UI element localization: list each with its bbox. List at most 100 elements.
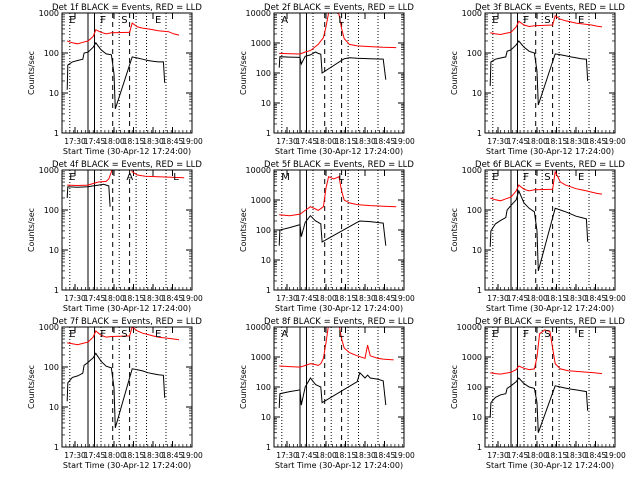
series-line-black	[66, 352, 166, 429]
x-tick-label: 17:45	[507, 137, 529, 146]
x-tick-label: 18:30	[354, 294, 376, 303]
x-tick-label: 18:00	[526, 451, 548, 460]
y-tick-label: 10	[261, 99, 271, 108]
region-letter: F	[100, 15, 106, 26]
x-tick-label: 18:15	[335, 294, 357, 303]
y-tick-label: 10	[472, 246, 482, 255]
y-tick-label: 1	[266, 286, 271, 295]
x-tick-label: 19:00	[604, 137, 626, 146]
x-tick-label: 17:30	[487, 451, 509, 460]
y-tick-label: 10000	[246, 9, 271, 18]
y-axis-label: Counts/sec	[450, 51, 459, 95]
region-letter: S	[544, 15, 550, 26]
y-tick-label: 1000	[39, 323, 59, 332]
y-tick-label: 1000	[39, 9, 59, 18]
y-tick-label: 1	[477, 443, 482, 452]
x-tick-label: 18:30	[565, 451, 587, 460]
x-axis-label: Start Time (30-Apr-12 17:24:00)	[63, 147, 191, 156]
y-tick-label: 100	[44, 363, 59, 372]
x-tick-label: 17:45	[296, 137, 318, 146]
y-tick-label: 1	[477, 286, 482, 295]
y-axis-label: Counts/sec	[450, 208, 459, 252]
x-tick-label: 17:30	[276, 137, 298, 146]
x-tick-label: 18:30	[142, 451, 164, 460]
x-tick-label: 18:00	[526, 294, 548, 303]
x-tick-label: 18:45	[585, 451, 607, 460]
y-tick-label: 1	[266, 443, 271, 452]
region-letter: E	[69, 329, 75, 340]
series-line-red	[67, 327, 180, 346]
x-tick-label: 18:00	[315, 294, 337, 303]
region-letter: M	[281, 172, 290, 183]
plot-frame	[273, 169, 405, 291]
plot-frame	[61, 169, 193, 291]
x-axis-label: Start Time (30-Apr-12 17:24:00)	[275, 304, 403, 313]
x-tick-label: 19:00	[181, 451, 203, 460]
x-axis-label: Start Time (30-Apr-12 17:24:00)	[486, 304, 614, 313]
region-letter: A	[281, 329, 288, 340]
plot-frame	[484, 12, 616, 134]
y-axis-label: Counts/sec	[239, 365, 248, 409]
x-axis-label: Start Time (30-Apr-12 17:24:00)	[275, 147, 403, 156]
region-letter: F	[523, 15, 529, 26]
chart-panel-5: 1 10 100 1000 10000 17:3017:4518:0018:1518:30…	[239, 160, 415, 313]
x-tick-label: 17:45	[84, 137, 106, 146]
series-line-black	[489, 377, 589, 433]
y-axis-label: Counts/sec	[27, 51, 36, 95]
chart-panel-6: 1 10 100 1000 17:3017:4518:0018:1518:3018:45…	[450, 160, 626, 313]
chart-title: Det 4f BLACK = Events, RED = LLD	[52, 160, 202, 170]
x-tick-label: 17:45	[507, 451, 529, 460]
x-tick-label: 17:30	[64, 294, 86, 303]
x-tick-label: 18:00	[315, 137, 337, 146]
series-line-red	[279, 327, 394, 368]
y-tick-label: 10	[472, 413, 482, 422]
x-tick-label: 19:00	[604, 294, 626, 303]
region-letter: E	[69, 15, 75, 26]
x-tick-label: 19:00	[604, 451, 626, 460]
y-tick-label: 100	[256, 226, 271, 235]
region-letter: A	[126, 172, 133, 183]
y-tick-label: 10000	[246, 323, 271, 332]
y-tick-label: 100	[467, 49, 482, 58]
x-tick-label: 17:45	[84, 294, 106, 303]
x-tick-label: 19:00	[181, 137, 203, 146]
series-line-red	[490, 329, 603, 375]
y-tick-label: 1000	[251, 39, 271, 48]
x-tick-label: 18:30	[354, 451, 376, 460]
y-axis-label: Counts/sec	[239, 51, 248, 95]
y-tick-label: 10	[261, 256, 271, 265]
y-tick-label: 100	[44, 49, 59, 58]
series-line-red	[67, 22, 180, 45]
chart-panel-1: 1 10 100 1000 17:3017:4518:0018:1518:3018:45…	[27, 3, 203, 156]
y-tick-label: 100	[256, 69, 271, 78]
x-tick-label: 18:45	[374, 294, 396, 303]
x-tick-label: 18:45	[374, 451, 396, 460]
plot-frame	[61, 326, 193, 448]
x-tick-label: 18:45	[162, 294, 184, 303]
y-tick-label: 100	[467, 383, 482, 392]
y-tick-label: 1000	[251, 353, 271, 362]
chart-title: Det 6f BLACK = Events, RED = LLD	[475, 160, 625, 170]
region-letter: S	[121, 15, 127, 26]
x-axis-label: Start Time (30-Apr-12 17:24:00)	[486, 461, 614, 470]
x-tick-label: 18:00	[103, 137, 125, 146]
chart-title: Det 9f BLACK = Events, RED = LLD	[475, 317, 625, 327]
x-tick-label: 19:00	[393, 451, 415, 460]
region-letter: E	[492, 15, 498, 26]
series-line-red	[279, 175, 397, 217]
plot-frame	[273, 12, 405, 134]
region-letter: L	[338, 329, 344, 340]
region-letter: E	[578, 15, 584, 26]
x-tick-label: 17:30	[487, 137, 509, 146]
chart-panel-2: 1 10 100 1000 10000 17:3017:4518:0018:1518:30…	[239, 3, 415, 156]
plot-frame	[484, 326, 616, 448]
x-axis-label: Start Time (30-Apr-12 17:24:00)	[63, 304, 191, 313]
region-letter: F	[523, 172, 529, 183]
chart-panel-7: 1 10 100 1000 17:3017:4518:0018:1518:3018:45…	[27, 317, 203, 470]
region-letter: F	[100, 329, 106, 340]
chart-panel-3: 1 10 100 1000 17:3017:4518:0018:1518:3018:45…	[450, 3, 626, 156]
chart-panel-9: 1 10 100 1000 10000 17:3017:4518:0018:1518:30…	[450, 317, 626, 470]
series-line-red	[490, 15, 603, 36]
